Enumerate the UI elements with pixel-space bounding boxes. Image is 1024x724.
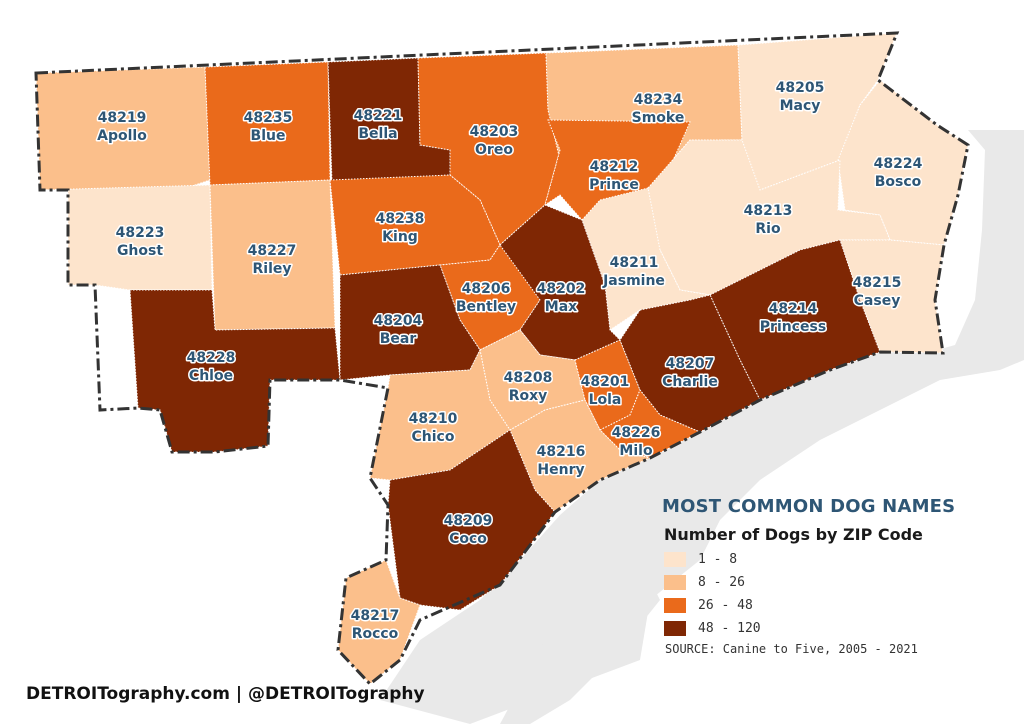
zip-code-label: 48214: [769, 301, 818, 317]
legend-item: 26 - 48: [664, 594, 761, 617]
dog-name-label: Charlie: [662, 374, 718, 390]
dog-name-label: Ghost: [117, 243, 163, 259]
dog-name-label: Macy: [780, 98, 821, 114]
dog-name-label: Roxy: [509, 388, 548, 404]
zip-code-label: 48213: [744, 203, 793, 219]
zip-code-label: 48202: [537, 281, 586, 297]
zip-area-48207: [619, 294, 761, 433]
zip-code-label: 48203: [470, 124, 519, 140]
legend-swatch: [664, 575, 686, 590]
zip-code-label: 48212: [590, 159, 639, 175]
zip-code-label: 48211: [610, 255, 659, 271]
dog-name-label: Milo: [619, 443, 653, 459]
legend-label: 1 - 8: [698, 552, 738, 567]
zip-code-label: 48205: [776, 80, 825, 96]
legend-item: 1 - 8: [664, 548, 761, 571]
dog-name-label: Chico: [412, 429, 455, 445]
dog-name-label: Princess: [760, 319, 826, 335]
zip-code-label: 48216: [537, 444, 586, 460]
credit-line: DETROITography.com | @DETROITography: [26, 684, 425, 704]
zip-code-label: 48224: [874, 156, 923, 172]
zip-area-48204: [339, 264, 481, 381]
dog-name-label: Riley: [253, 261, 292, 277]
dog-name-label: King: [382, 229, 418, 245]
legend-label: 8 - 26: [698, 575, 745, 590]
zip-code-label: 48223: [116, 225, 165, 241]
dog-name-label: Smoke: [632, 110, 685, 126]
dog-name-label: Bentley: [456, 299, 516, 315]
zip-code-label: 48215: [853, 275, 902, 291]
dog-name-label: Blue: [251, 128, 286, 144]
zip-area-48215: [839, 239, 945, 354]
zip-code-label: 48204: [374, 313, 423, 329]
zip-code-label: 48210: [409, 411, 458, 427]
legend-swatch: [664, 598, 686, 613]
dog-name-label: Max: [545, 299, 577, 315]
zip-area-48219: [35, 66, 211, 191]
zip-area-48212: [544, 119, 691, 263]
dog-name-label: Apollo: [97, 128, 147, 144]
dog-name-label: Bear: [380, 331, 417, 347]
zip-code-label: 48219: [98, 110, 147, 126]
zip-code-label: 48209: [444, 513, 493, 529]
zip-code-label: 48221: [354, 108, 403, 124]
zip-code-label: 48208: [504, 370, 553, 386]
zip-code-label: 48206: [462, 281, 511, 297]
zip-code-label: 48235: [244, 110, 293, 126]
legend-item: 48 - 120: [664, 617, 761, 640]
dog-name-label: Henry: [537, 462, 584, 478]
detroit-river: [380, 130, 1024, 724]
dog-name-label: Prince: [589, 177, 639, 193]
zip-area-48216: [509, 399, 652, 513]
legend-item: 8 - 26: [664, 571, 761, 594]
city-boundary: [34, 31, 970, 687]
dog-name-label: Bella: [358, 126, 397, 142]
zip-code-label: 48207: [666, 356, 715, 372]
zip-area-48226: [599, 389, 702, 459]
zip-code-label: 48234: [634, 92, 683, 108]
dog-name-label: Oreo: [475, 142, 513, 158]
legend-label: 48 - 120: [698, 621, 761, 636]
legend-swatch: [664, 621, 686, 636]
source-note: SOURCE: Canine to Five, 2005 - 2021: [665, 642, 918, 656]
zip-code-label: 48228: [187, 350, 236, 366]
zip-code-label: 48227: [248, 243, 297, 259]
map-subtitle: Number of Dogs by ZIP Code: [664, 525, 923, 544]
dog-name-label: Rocco: [352, 626, 399, 642]
zip-code-label: 48217: [351, 608, 400, 624]
dog-name-label: Bosco: [875, 174, 922, 190]
zip-code-label: 48201: [581, 374, 630, 390]
river-detail: [500, 560, 660, 724]
dog-name-label: Casey: [854, 293, 901, 309]
zip-code-label: 48226: [612, 425, 661, 441]
map-title: MOST COMMON DOG NAMES: [662, 496, 956, 517]
zip-area-48205: [718, 32, 898, 191]
legend-swatch: [664, 552, 686, 567]
dog-name-label: Lola: [589, 392, 622, 408]
legend: 1 - 8 8 - 26 26 - 48 48 - 120: [664, 548, 761, 640]
dog-name-label: Coco: [449, 531, 487, 547]
legend-label: 26 - 48: [698, 598, 753, 613]
dog-name-label: Jasmine: [602, 273, 665, 289]
zip-code-label: 48238: [376, 211, 425, 227]
dog-name-label: Rio: [755, 221, 781, 237]
dog-name-label: Chloe: [189, 368, 233, 384]
